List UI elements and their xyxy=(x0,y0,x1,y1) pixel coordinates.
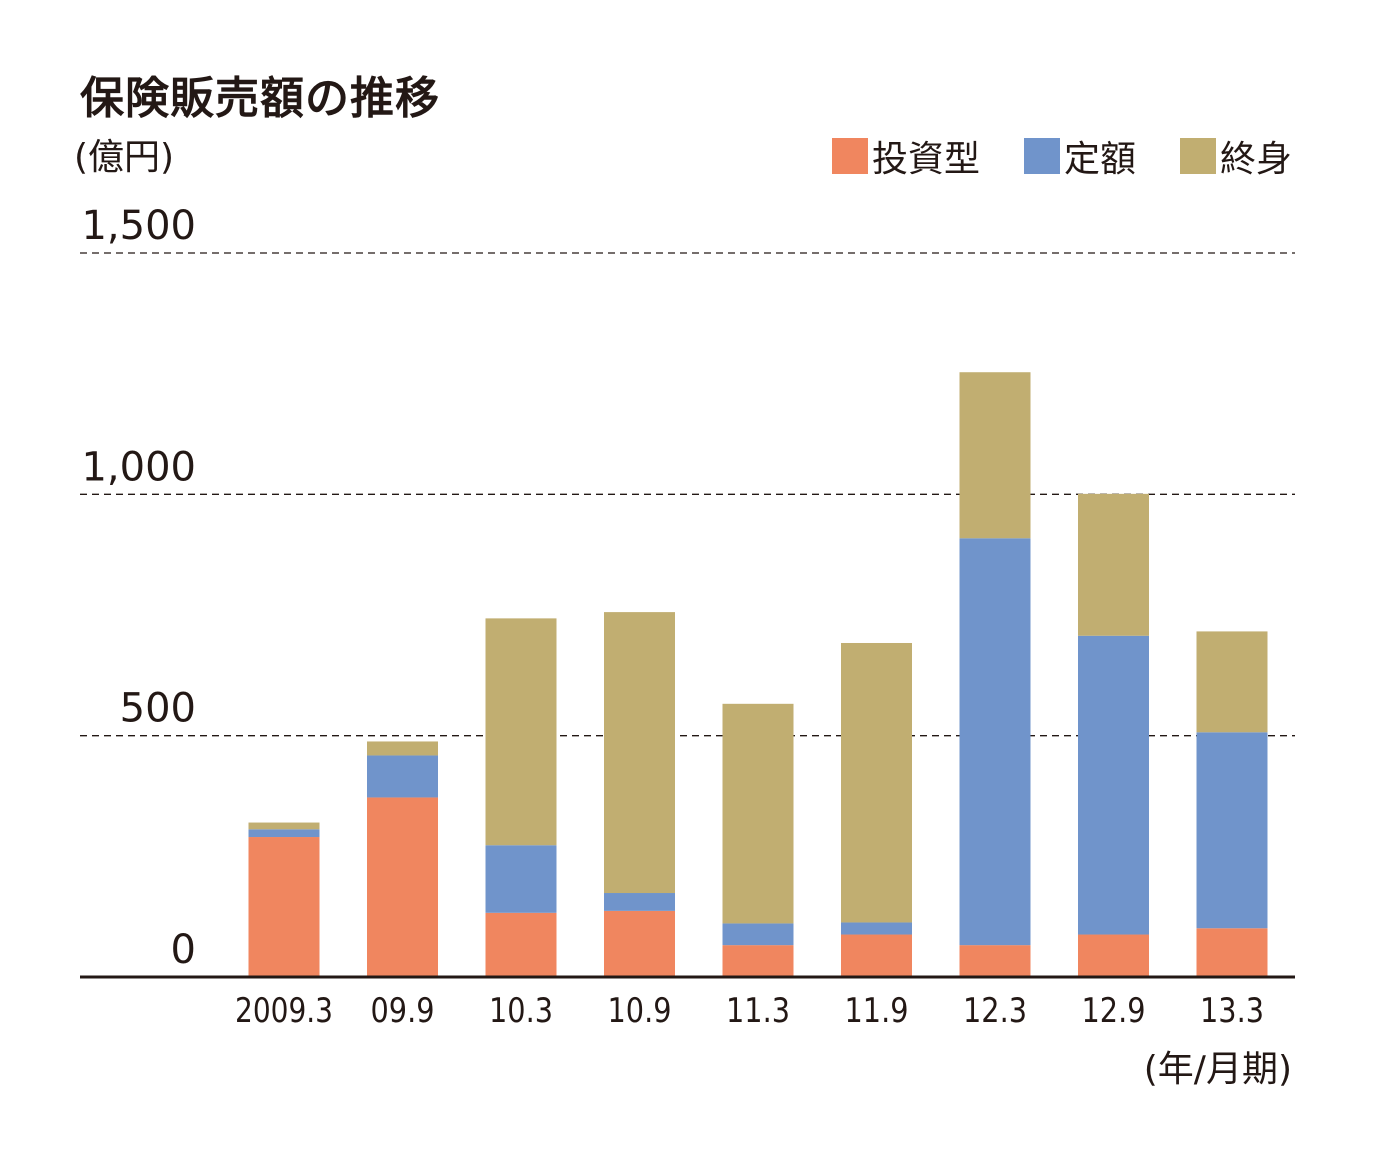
legend-label-fixed: 定額 xyxy=(1063,139,1136,180)
bar-segment-whole-life xyxy=(841,642,912,923)
bar-segment-investment xyxy=(1196,928,1268,977)
bar-segment-whole-life xyxy=(1078,493,1149,636)
bar-segment-whole-life xyxy=(485,618,557,846)
legend-item-fixed: 定額 xyxy=(1023,130,1136,182)
bar-segment-fixed xyxy=(841,922,912,935)
x-tick-label: 12.3 xyxy=(963,991,1027,1031)
bar-segment-fixed xyxy=(248,829,320,838)
y-tick-label: 1,000 xyxy=(81,444,196,490)
bar-segment-investment xyxy=(841,934,912,977)
legend-item-whole-life: 終身 xyxy=(1179,130,1292,182)
x-tick-label: 10.9 xyxy=(608,991,672,1031)
bar-segment-whole-life xyxy=(959,372,1031,539)
bar-segment-fixed xyxy=(959,538,1031,946)
bar-segment-fixed xyxy=(1078,635,1149,935)
legend: 投資型 定額 終身 xyxy=(831,130,1292,182)
x-tick-label: 13.3 xyxy=(1200,991,1264,1031)
y-tick-label: 1,500 xyxy=(81,203,196,249)
bar-segment-fixed xyxy=(367,755,438,798)
x-tick-label: 2009.3 xyxy=(235,991,333,1031)
bar-segment-investment xyxy=(248,837,320,977)
bar-segment-investment xyxy=(367,797,438,977)
x-tick-label: 11.3 xyxy=(726,991,790,1031)
x-tick-label: 09.9 xyxy=(371,991,435,1031)
bar-segment-whole-life xyxy=(1196,631,1268,733)
bar-segment-investment xyxy=(485,912,557,977)
legend-label-whole-life: 終身 xyxy=(1219,139,1292,180)
y-tick-label: 0 xyxy=(171,927,196,973)
chart-title: 保険販売額の推移 xyxy=(80,73,440,124)
bar-segment-fixed xyxy=(485,845,557,913)
bar-segment-investment xyxy=(959,945,1031,977)
bar-segment-fixed xyxy=(1196,732,1268,929)
bar-segment-whole-life xyxy=(604,612,675,894)
x-tick-label: 10.3 xyxy=(489,991,553,1031)
legend-swatch-investment xyxy=(831,138,868,174)
legend-swatch-fixed xyxy=(1023,138,1060,174)
bar-segment-whole-life xyxy=(248,822,320,830)
bar-segment-fixed xyxy=(604,893,675,911)
legend-label-investment: 投資型 xyxy=(871,139,980,180)
bar-segment-whole-life xyxy=(722,703,794,924)
bar-segment-investment xyxy=(1078,934,1149,977)
x-tick-label: 12.9 xyxy=(1082,991,1146,1031)
x-unit-label: (年/月期) xyxy=(1143,1049,1292,1090)
bar-segment-investment xyxy=(722,945,794,977)
y-unit-label: (億円) xyxy=(74,137,175,178)
legend-item-investment: 投資型 xyxy=(831,130,980,182)
bar-segment-whole-life xyxy=(367,741,438,756)
bar-segment-investment xyxy=(604,910,675,977)
bar-segment-fixed xyxy=(722,923,794,946)
x-tick-label: 11.9 xyxy=(845,991,909,1031)
y-tick-label: 500 xyxy=(120,686,196,732)
legend-swatch-whole-life xyxy=(1179,138,1216,174)
